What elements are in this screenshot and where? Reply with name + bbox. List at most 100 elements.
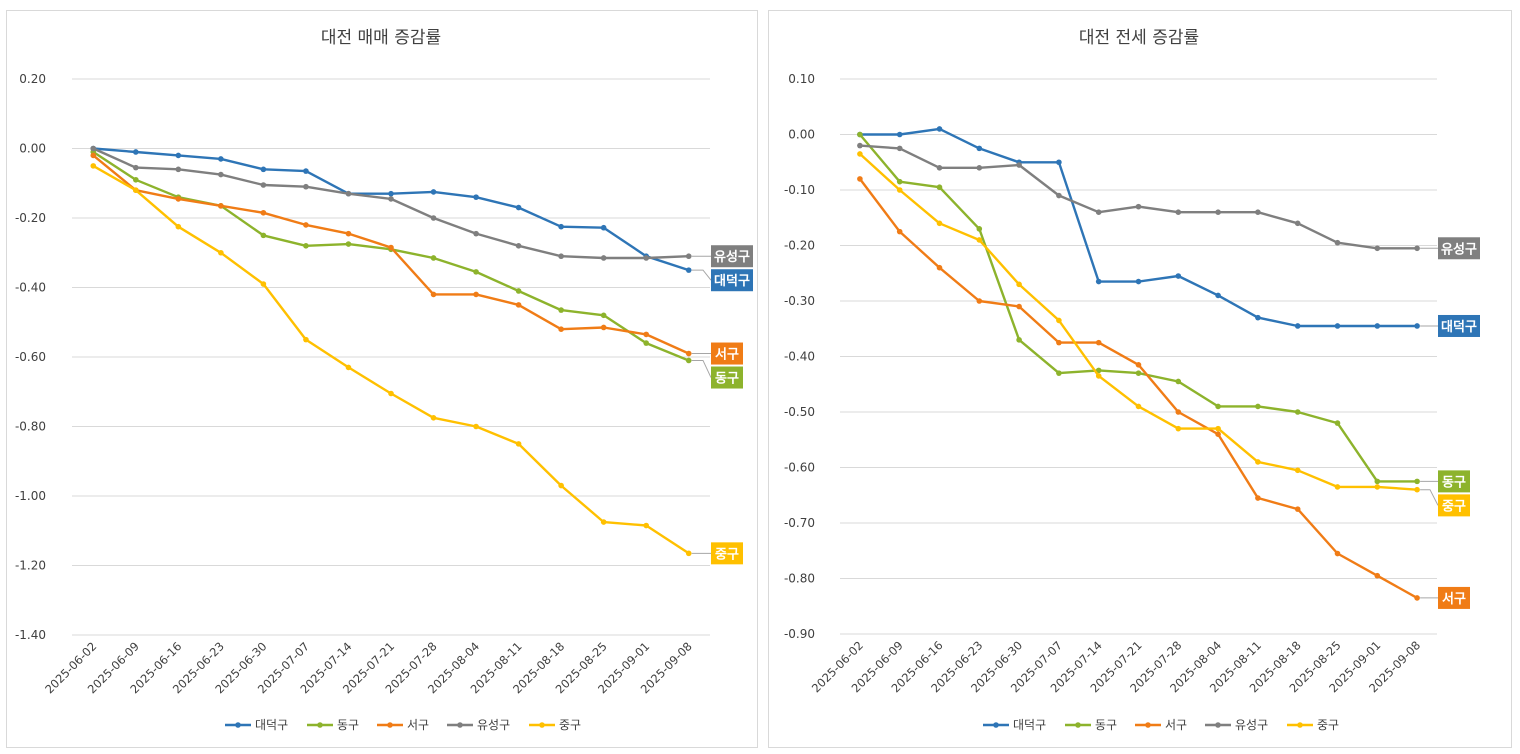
data-point — [1095, 209, 1102, 215]
legend-entry: 유성구 — [477, 718, 510, 732]
legend-marker — [235, 722, 241, 728]
data-point — [1414, 245, 1420, 252]
label-leader-line — [691, 269, 712, 281]
series-line-동구 — [858, 133, 1418, 483]
data-point — [430, 415, 437, 421]
data-point — [1056, 339, 1062, 346]
y-tick-label: 0.00 — [788, 128, 815, 142]
data-point — [133, 149, 139, 155]
legend-entry: 중구 — [559, 718, 581, 732]
data-point — [976, 145, 983, 152]
data-point — [1374, 484, 1381, 490]
data-point — [1215, 431, 1221, 438]
data-point — [218, 171, 224, 178]
data-point — [345, 364, 352, 371]
data-point — [1016, 162, 1022, 168]
data-point — [175, 223, 182, 230]
jeonse-change-chart: 대전 전세 증감률 0.10 0.00 -0.10 -0.20 -0.30 -0.40 -0.… — [784, 28, 1480, 732]
data-point — [430, 189, 437, 195]
data-point — [1135, 370, 1142, 376]
data-point — [1016, 337, 1022, 343]
data-point — [896, 131, 903, 138]
end-label-box — [1438, 470, 1470, 493]
data-point — [600, 519, 607, 525]
data-point — [260, 166, 267, 173]
data-point — [1175, 409, 1182, 415]
data-point — [1135, 362, 1142, 368]
label-leader-line — [691, 359, 712, 378]
data-point — [685, 357, 692, 364]
legend-marker — [317, 722, 323, 728]
data-point — [685, 267, 692, 273]
y-tick-label: -0.90 — [784, 627, 815, 641]
end-label-box — [1438, 237, 1480, 260]
data-point — [896, 145, 903, 152]
series-line-유성구 — [92, 147, 689, 260]
data-point — [1255, 314, 1261, 321]
data-point — [473, 230, 479, 237]
data-point — [515, 302, 522, 308]
legend-marker — [1215, 722, 1221, 728]
data-point — [1294, 220, 1301, 227]
data-point — [1334, 550, 1341, 557]
y-tick-label: 0.20 — [19, 72, 46, 86]
data-point — [685, 350, 692, 357]
data-point — [976, 226, 983, 232]
data-point — [175, 196, 182, 202]
data-point — [976, 165, 983, 171]
end-label: 유성구 — [1441, 242, 1477, 257]
legend-entry: 동구 — [1095, 718, 1117, 732]
data-point — [430, 291, 437, 298]
data-point — [600, 324, 607, 331]
data-point — [1374, 323, 1381, 329]
data-point — [643, 522, 649, 529]
data-point — [1255, 495, 1261, 501]
data-point — [1294, 323, 1301, 329]
data-point — [558, 482, 564, 489]
data-point — [473, 269, 479, 275]
data-point — [515, 441, 522, 447]
data-point — [1056, 159, 1062, 166]
y-tick-label: -0.80 — [784, 572, 815, 586]
data-point — [1215, 292, 1221, 299]
data-point — [388, 196, 394, 202]
data-point — [936, 220, 943, 227]
data-point — [976, 298, 983, 304]
data-point — [1334, 420, 1341, 426]
data-point — [1294, 467, 1301, 474]
end-label: 중구 — [1442, 499, 1466, 514]
data-point — [1374, 478, 1381, 485]
data-point — [1175, 209, 1182, 215]
data-point — [600, 312, 607, 319]
data-point — [1016, 303, 1022, 310]
y-tick-label: 0.10 — [788, 72, 815, 86]
data-point — [90, 145, 97, 152]
data-point — [857, 131, 863, 138]
data-point — [1255, 403, 1261, 410]
y-tick-label: -0.30 — [784, 294, 815, 308]
data-point — [260, 209, 267, 216]
data-point — [1255, 209, 1261, 215]
data-point — [1294, 409, 1301, 415]
data-point — [1175, 378, 1182, 385]
series-line-중구 — [92, 164, 690, 555]
data-point — [1135, 203, 1142, 210]
data-point — [857, 142, 863, 149]
data-point — [303, 243, 309, 249]
data-point — [260, 232, 267, 239]
data-point — [685, 550, 692, 557]
end-label: 동구 — [715, 372, 739, 387]
legend-marker — [387, 722, 393, 728]
data-point — [303, 168, 309, 174]
data-point — [473, 194, 479, 200]
data-point — [1095, 278, 1102, 285]
legend-marker — [1145, 722, 1151, 728]
data-point — [896, 187, 903, 193]
data-point — [558, 253, 564, 260]
data-point — [1175, 273, 1182, 279]
data-point — [388, 244, 394, 251]
data-point — [1095, 367, 1102, 374]
data-point — [1095, 339, 1102, 346]
data-point — [1255, 459, 1261, 465]
data-point — [1095, 373, 1102, 379]
